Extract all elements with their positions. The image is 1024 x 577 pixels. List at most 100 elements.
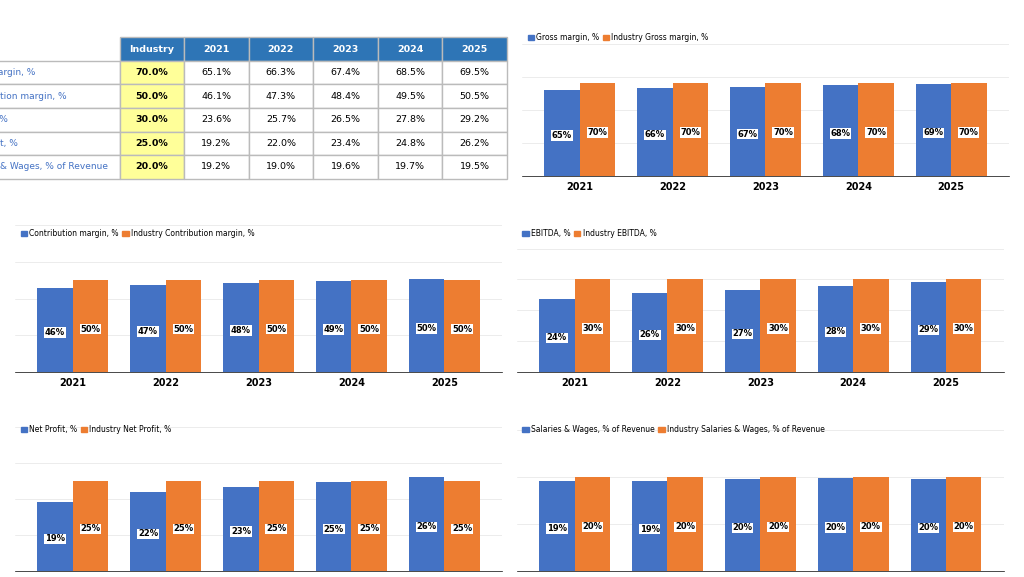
Text: 20%: 20% (675, 522, 695, 531)
Text: 27%: 27% (732, 329, 753, 338)
Bar (668, 279, 702, 372)
Bar (38, 287, 73, 372)
Bar (545, 90, 580, 176)
Text: 23%: 23% (230, 527, 251, 536)
Bar (574, 477, 610, 571)
Bar (258, 280, 294, 372)
Bar (760, 279, 796, 372)
Bar (858, 83, 894, 176)
Text: 20%: 20% (825, 523, 846, 532)
Text: 50%: 50% (417, 324, 436, 333)
Bar (316, 482, 351, 571)
Bar (351, 481, 387, 571)
Legend: Gross margin, %, Industry Gross margin, %: Gross margin, %, Industry Gross margin, … (526, 32, 710, 44)
Text: KPI's: KPI's (244, 9, 273, 19)
Text: 20%: 20% (768, 522, 788, 531)
Text: 24%: 24% (547, 334, 567, 342)
Text: 25%: 25% (359, 524, 379, 533)
Bar (766, 83, 801, 176)
Legend: Net Profit, %, Industry Net Profit, %: Net Profit, %, Industry Net Profit, % (19, 424, 173, 436)
Text: 26%: 26% (417, 522, 437, 531)
Text: 49%: 49% (324, 325, 344, 334)
Legend: Contribution margin, %, Industry Contribution margin, %: Contribution margin, %, Industry Contrib… (19, 228, 256, 240)
Bar (574, 279, 610, 372)
Bar (818, 286, 853, 372)
Text: 70%: 70% (773, 128, 793, 137)
Text: 28%: 28% (825, 327, 846, 336)
Text: 30%: 30% (861, 324, 881, 333)
Bar (409, 279, 444, 372)
Text: 25%: 25% (173, 524, 194, 533)
Text: 70%: 70% (588, 128, 607, 137)
Text: 25%: 25% (266, 524, 287, 533)
Text: 20%: 20% (583, 522, 602, 531)
Text: 25%: 25% (324, 524, 344, 534)
Bar (73, 280, 109, 372)
Text: 19%: 19% (45, 534, 66, 543)
Bar (915, 84, 951, 176)
Text: KPI's: KPI's (751, 9, 780, 19)
Text: 20%: 20% (919, 523, 938, 533)
Text: 67%: 67% (737, 130, 758, 138)
Text: 70%: 70% (958, 128, 979, 137)
Bar (223, 283, 258, 372)
Bar (351, 280, 387, 372)
Bar (38, 502, 73, 571)
Text: 66%: 66% (645, 130, 665, 139)
Bar (760, 477, 796, 571)
Text: 20%: 20% (953, 522, 974, 531)
Bar (444, 481, 479, 571)
Bar (946, 279, 981, 372)
Text: 26%: 26% (640, 331, 659, 339)
Text: KPI's: KPI's (497, 401, 527, 411)
Bar (823, 85, 858, 176)
Text: 30%: 30% (583, 324, 602, 333)
Bar (730, 87, 766, 176)
Bar (130, 286, 166, 372)
Text: 20%: 20% (732, 523, 753, 532)
Bar (668, 477, 702, 571)
Text: 22%: 22% (138, 530, 158, 538)
Bar (951, 83, 986, 176)
Text: 30%: 30% (675, 324, 695, 333)
Bar (166, 280, 201, 372)
Text: 68%: 68% (830, 129, 851, 138)
Bar (409, 477, 444, 571)
Bar (166, 481, 201, 571)
Text: KPI's: KPI's (497, 205, 527, 215)
Text: 48%: 48% (230, 326, 251, 335)
Text: 65%: 65% (552, 131, 572, 140)
Text: 19%: 19% (640, 524, 659, 534)
Text: 50%: 50% (266, 324, 287, 334)
Legend: EBITDA, %, Industry EBITDA, %: EBITDA, %, Industry EBITDA, % (521, 228, 658, 240)
Bar (444, 280, 479, 372)
Bar (910, 479, 946, 571)
Bar (637, 88, 673, 176)
Text: 70%: 70% (866, 128, 886, 137)
Bar (725, 479, 760, 571)
Bar (632, 293, 668, 372)
Bar (540, 481, 574, 571)
Bar (316, 282, 351, 372)
Text: 50%: 50% (173, 324, 194, 334)
Bar (223, 487, 258, 571)
Text: 30%: 30% (768, 324, 787, 333)
Text: 30%: 30% (953, 324, 974, 333)
Text: 70%: 70% (680, 128, 700, 137)
Text: 29%: 29% (919, 325, 938, 334)
Text: 47%: 47% (138, 327, 158, 336)
Bar (910, 282, 946, 372)
Text: 50%: 50% (359, 324, 379, 334)
Text: 20%: 20% (861, 522, 881, 531)
Legend: Salaries & Wages, % of Revenue, Industry Salaries & Wages, % of Revenue: Salaries & Wages, % of Revenue, Industry… (521, 424, 826, 436)
Bar (258, 481, 294, 571)
Bar (818, 478, 853, 571)
Bar (946, 477, 981, 571)
Bar (853, 279, 889, 372)
Text: 46%: 46% (45, 328, 66, 337)
Text: 50%: 50% (452, 324, 472, 334)
Text: 69%: 69% (924, 128, 943, 137)
Bar (673, 83, 708, 176)
Bar (632, 481, 668, 571)
Bar (130, 492, 166, 571)
